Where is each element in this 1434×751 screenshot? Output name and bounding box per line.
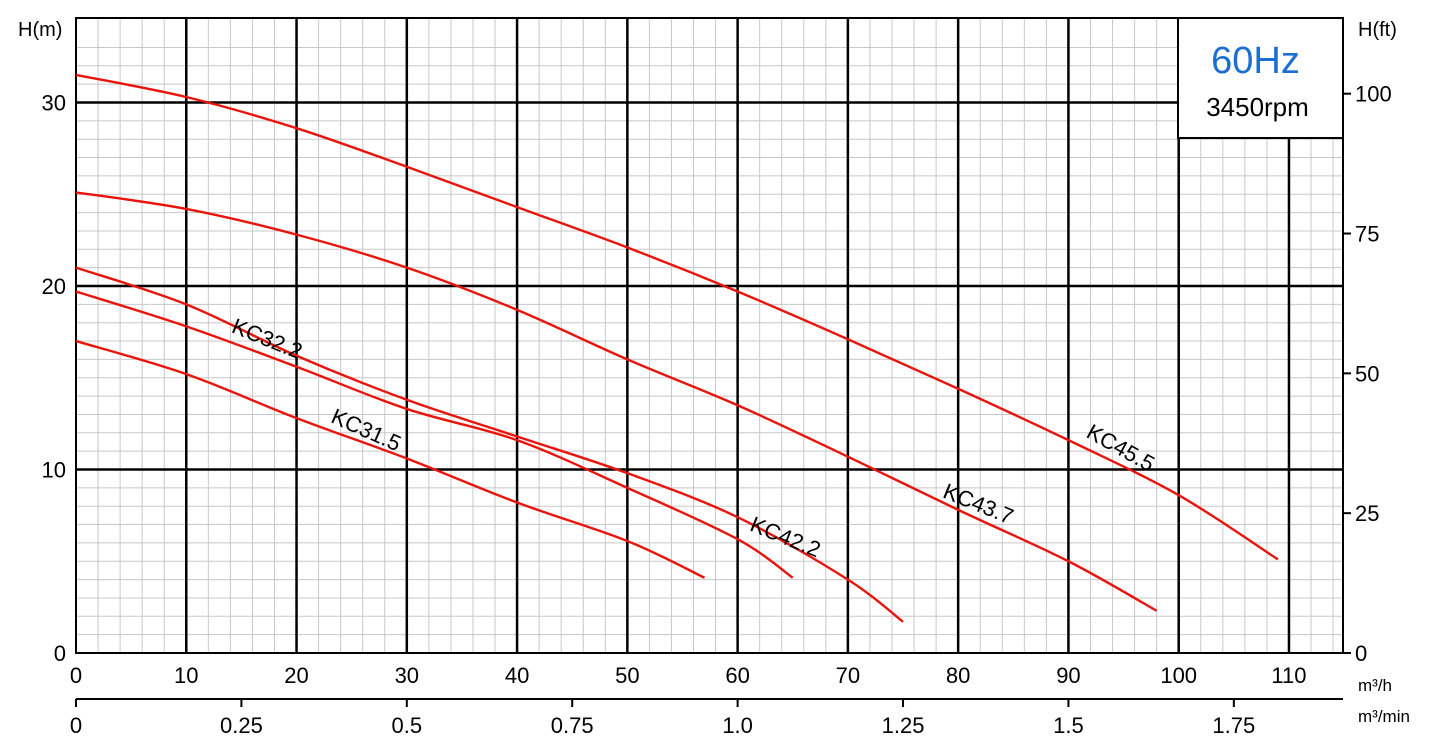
minor-gridlines [76,18,1343,653]
y-right-tick-label: 50 [1355,361,1379,386]
curve-kc32-2 [75,290,794,579]
secondary-tick-label: 1.25 [882,713,925,738]
y-left-tick-label: 30 [42,91,66,116]
x-tick-label: 90 [1056,663,1080,688]
tick-labels: 0 10 20 30 40 50 60 70 80 90 100 110 0 10 20 30 0 25 50 75 1… [42,82,1392,688]
x-tick-label: 20 [284,663,308,688]
y-right-tick-label: 75 [1355,222,1379,247]
x-tick-label: 80 [946,663,970,688]
x-primary-unit-label: m³/h [1358,676,1392,695]
x-tick-label: 60 [725,663,749,688]
x-tick-label: 40 [505,663,529,688]
x-tick-label: 0 [70,663,82,688]
x-tick-label: 10 [174,663,198,688]
y-right-tick-label: 100 [1355,82,1392,107]
secondary-tick-label: 1.0 [722,713,753,738]
y-left-tick-label: 0 [54,641,66,666]
curve-kc43-7 [75,191,1158,612]
y-left-tick-label: 10 [42,458,66,483]
legend-box-background [1177,17,1344,139]
speed-legend-box: 60Hz 3450rpm [1177,17,1344,139]
secondary-x-ticks: 0 0.25 0.5 0.75 1.0 1.25 1.5 1.75 [70,699,1255,738]
axis-labels: H(m) H(ft) m³/h m³/min [18,19,1410,726]
secondary-tick-label: 1.75 [1212,713,1255,738]
plot-frame [75,17,1344,654]
curve-kc42-2 [75,266,904,623]
major-gridlines [76,18,1343,653]
curve-label-kc42-2: KC42.2 [747,512,824,563]
curve-label-kc31-5: KC31.5 [328,404,405,457]
x-tick-label: 50 [615,663,639,688]
y-right-axis-label: H(ft) [1358,19,1397,41]
speed-label: 3450rpm [1206,92,1309,122]
curve-kc31-5 [75,339,706,579]
secondary-tick-label: 0.25 [220,713,263,738]
frequency-label: 60Hz [1211,40,1300,82]
y-left-axis-label: H(m) [18,19,62,41]
x-secondary-unit-label: m³/min [1358,707,1410,726]
y-left-tick-label: 20 [42,274,66,299]
x-tick-label: 110 [1271,663,1306,688]
y-right-tick-label: 25 [1355,501,1379,526]
curve-label-kc45-5: KC45.5 [1083,419,1159,476]
x-tick-label: 100 [1160,663,1197,688]
curve-label-kc43-7: KC43.7 [940,478,1017,529]
x-tick-label: 30 [395,663,419,688]
x-tick-label: 70 [836,663,860,688]
curve-kc45-5 [75,73,1279,561]
secondary-tick-label: 0 [70,713,82,738]
performance-curves [75,73,1279,623]
secondary-tick-label: 0.5 [392,713,423,738]
secondary-tick-label: 1.5 [1053,713,1084,738]
y-right-tick-label: 0 [1355,641,1367,666]
secondary-tick-label: 0.75 [551,713,594,738]
